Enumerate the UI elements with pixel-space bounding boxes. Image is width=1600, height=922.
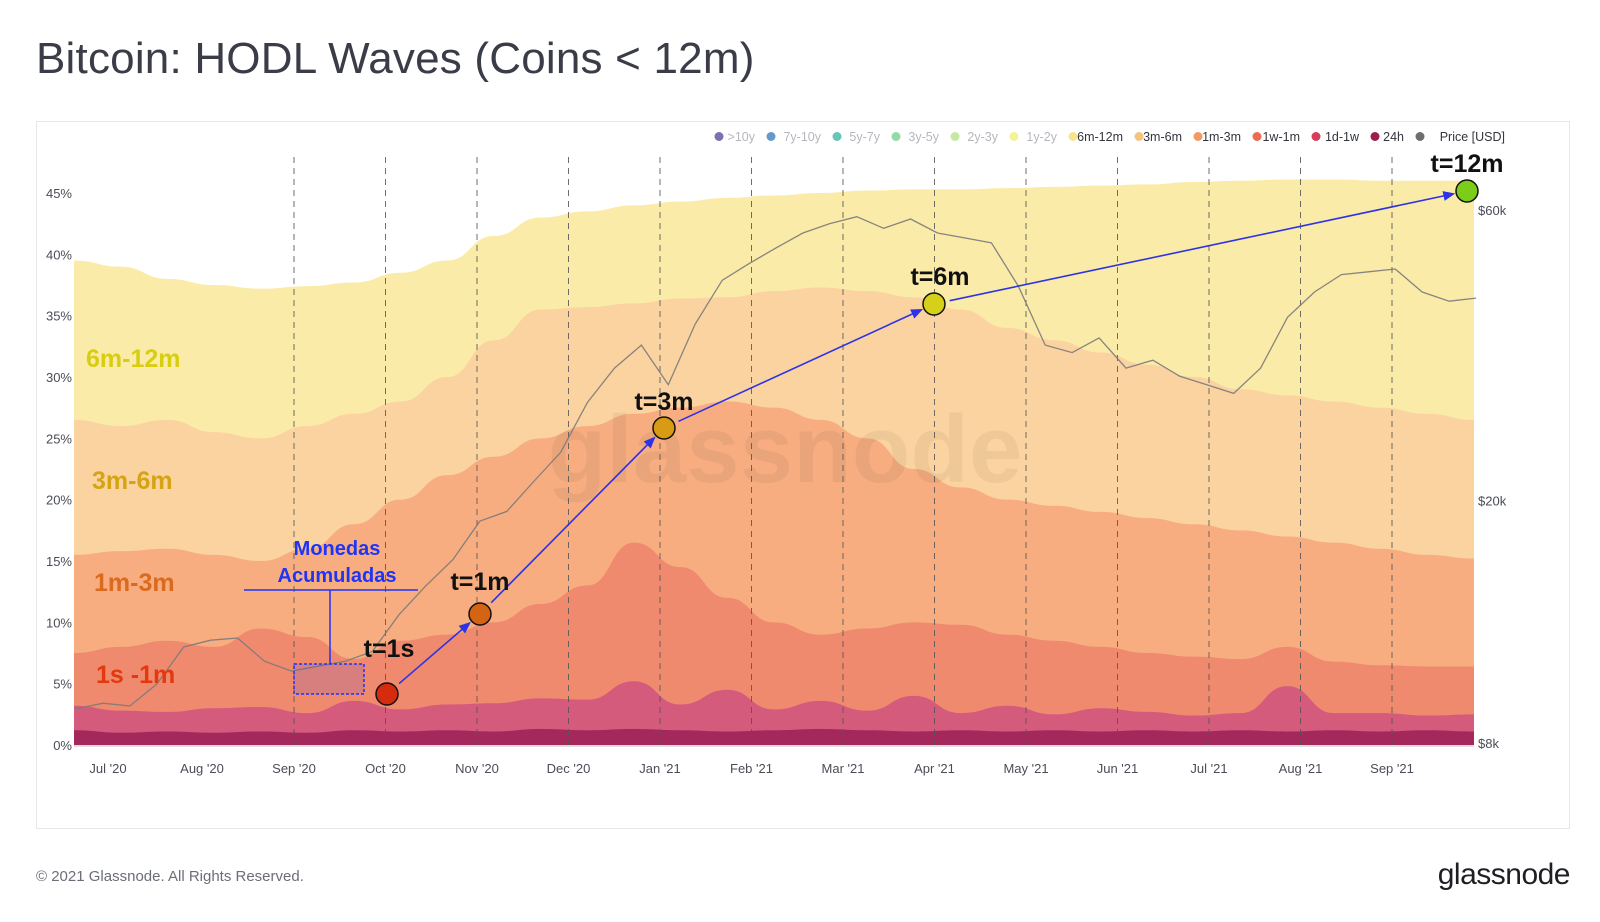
x-tick-label: Apr '21 — [914, 761, 955, 776]
y-tick-label: 35% — [46, 309, 72, 324]
legend-marker — [832, 132, 842, 141]
y-tick-label: 45% — [46, 186, 72, 201]
growth-arrow — [949, 191, 1456, 302]
band-label: 1m-3m — [94, 569, 175, 597]
x-tick-label: Nov '20 — [455, 761, 499, 776]
annotation-label: t=6m — [910, 263, 969, 291]
y-tick-label: 30% — [46, 370, 72, 385]
band-labels: 6m-12m 3m-6m 1m-3m 1s -1m — [86, 345, 181, 689]
y-tick-label: 10% — [46, 615, 72, 630]
band-label: 1s -1m — [96, 661, 175, 689]
y-tick-label: 25% — [46, 431, 72, 446]
chart-frame — [36, 121, 1570, 829]
y2-tick-label: $20k — [1478, 494, 1507, 509]
legend-label: 3y-5y — [908, 130, 939, 144]
annotation-label: t=3m — [634, 388, 693, 416]
y2-tick-label: $8k — [1478, 736, 1499, 751]
legend-marker — [1252, 132, 1262, 141]
x-tick-label: Jul '21 — [1190, 761, 1227, 776]
accumulated-region-box — [293, 663, 365, 695]
callout-line2: Acumuladas — [278, 565, 397, 587]
legend-label: >10y — [728, 130, 756, 144]
legend-label: 6m-12m — [1077, 130, 1123, 144]
y-tick-label: 40% — [46, 247, 72, 262]
watermark-layer: glassnode — [548, 396, 1023, 503]
price-usd-line — [75, 216, 1477, 710]
legend-marker — [1370, 132, 1380, 141]
x-tick-label: Dec '20 — [547, 761, 591, 776]
x-tick-label: Sep '21 — [1370, 761, 1414, 776]
legend-marker — [714, 132, 724, 141]
x-tick-label: Jul '20 — [89, 761, 126, 776]
legend-marker — [1311, 132, 1321, 141]
watermark: glassnode — [548, 396, 1023, 503]
copyright-footer: © 2021 Glassnode. All Rights Reserved. — [36, 868, 304, 885]
legend-label: 1w-1m — [1262, 130, 1300, 144]
x-tick-label: May '21 — [1003, 761, 1048, 776]
band-label: 3m-6m — [92, 467, 173, 495]
legend-marker — [1415, 132, 1425, 141]
legend-marker — [766, 132, 776, 141]
growth-arrow — [678, 309, 924, 423]
chart-title: Bitcoin: HODL Waves (Coins < 12m) — [36, 34, 755, 83]
y2-tick-label: $60k — [1478, 203, 1507, 218]
annotation-marker — [375, 682, 399, 706]
legend-marker — [950, 132, 960, 141]
legend-label: 1d-1w — [1325, 130, 1360, 144]
annotation-marker — [652, 416, 676, 440]
x-tick-label: Aug '21 — [1279, 761, 1323, 776]
y-tick-label: 15% — [46, 554, 72, 569]
annotation-marker — [922, 292, 946, 316]
legend-label: 2y-3y — [967, 130, 998, 144]
legend-label: 5y-7y — [849, 130, 880, 144]
area-1d-1w — [74, 681, 1474, 745]
accumulated-coins-callout: Monedas Acumuladas — [244, 538, 418, 695]
glassnode-logo: glassnode — [1437, 858, 1571, 891]
legend-label: 3m-6m — [1143, 130, 1182, 144]
y-tick-label: 20% — [46, 493, 72, 508]
y-tick-label: 0% — [53, 738, 72, 753]
y-tick-label: 5% — [53, 677, 72, 692]
growth-arrow — [490, 436, 656, 604]
x-tick-label: Oct '20 — [365, 761, 406, 776]
area-24h — [74, 729, 1474, 745]
annotation-marker — [468, 602, 492, 626]
band-label: 6m-12m — [86, 345, 181, 373]
x-tick-label: Jan '21 — [639, 761, 681, 776]
legend-label: Price [USD] — [1440, 130, 1505, 144]
x-tick-label: Aug '20 — [180, 761, 224, 776]
legend-label: 1y-2y — [1026, 130, 1057, 144]
legend-marker — [1193, 132, 1203, 141]
age-annotations: t=1s t=1m t=3m t=6m t=12m — [364, 150, 1504, 706]
legend-label: 1m-3m — [1202, 130, 1241, 144]
legend-label: 24h — [1383, 130, 1404, 144]
legend: Price [USD] 24h 1d-1w 1w-1m 1m-3m 3m-6m 6m-12m… — [714, 130, 1505, 144]
legend-marker — [1068, 132, 1078, 141]
stacked-areas — [74, 179, 1474, 746]
x-tick-label: Sep '20 — [272, 761, 316, 776]
x-tick-label: Mar '21 — [822, 761, 865, 776]
legend-marker — [891, 132, 901, 141]
x-tick-label: Feb '21 — [730, 761, 773, 776]
annotation-label: t=1s — [364, 635, 415, 663]
area-1w-1m — [74, 542, 1474, 745]
annotation-label: t=12m — [1431, 150, 1504, 178]
x-tick-label: Jun '21 — [1097, 761, 1139, 776]
legend-marker — [1134, 132, 1144, 141]
callout-line1: Monedas — [294, 538, 381, 560]
axes-layer: Jul '20 Aug '20 Sep '20 Oct '20 Nov '20 Dec '… — [46, 186, 1507, 776]
annotation-label: t=1m — [450, 568, 509, 596]
month-gridlines — [293, 157, 1393, 745]
price-line-layer — [75, 216, 1477, 710]
growth-arrow — [398, 621, 471, 685]
legend-label: 7y-10y — [783, 130, 821, 144]
annotation-marker — [1455, 179, 1479, 203]
legend-marker — [1009, 132, 1019, 141]
